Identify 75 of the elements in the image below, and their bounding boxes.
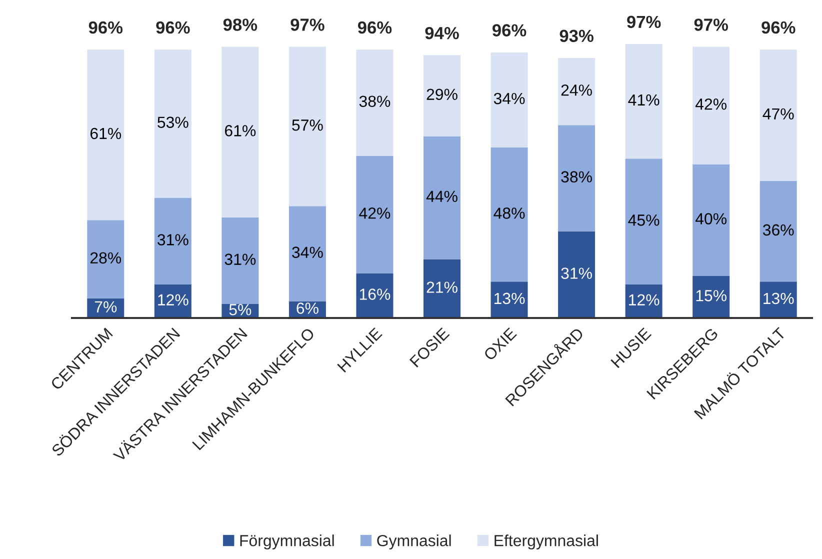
data-label: 61% (90, 128, 122, 140)
data-label: 42% (359, 208, 390, 219)
data-label: 42% (695, 98, 727, 110)
data-label: 34% (494, 92, 525, 104)
data-label: 47% (762, 108, 794, 120)
bar (558, 58, 596, 126)
data-label: 13% (494, 292, 525, 304)
total-label: 93% (560, 30, 594, 42)
data-label: 12% (158, 294, 188, 306)
bar (760, 181, 797, 282)
bar (625, 44, 662, 159)
total-label: 96% (492, 24, 526, 36)
total-label: 97% (694, 18, 728, 31)
bar (490, 282, 528, 318)
legend-label: Gymnasial (377, 534, 451, 550)
data-label: 5% (229, 304, 252, 316)
bar (87, 50, 124, 220)
data-label: 7% (94, 301, 117, 312)
data-label: 40% (695, 213, 727, 224)
data-label: 57% (292, 120, 323, 131)
data-label: 61% (225, 125, 256, 136)
total-label: 96% (358, 21, 392, 34)
bar (490, 52, 528, 148)
legend-label: Eftergymnasial (494, 534, 598, 550)
bar (760, 50, 797, 181)
data-label: 38% (561, 171, 592, 182)
data-label: 44% (426, 190, 458, 202)
total-label: 94% (425, 26, 459, 40)
bar (154, 50, 192, 198)
data-label: 38% (359, 96, 390, 107)
data-label: 34% (292, 246, 323, 258)
data-label: 31% (224, 254, 256, 265)
data-label: 31% (561, 268, 592, 279)
data-label: 28% (90, 252, 122, 264)
total-label: 97% (627, 16, 661, 28)
total-label: 96% (88, 21, 123, 34)
total-label: 96% (762, 21, 796, 34)
bar (154, 198, 192, 284)
bar (424, 136, 460, 260)
data-label: 15% (696, 290, 727, 302)
data-label: 45% (628, 214, 660, 226)
bar (356, 50, 394, 156)
bar (692, 46, 730, 164)
bar (424, 259, 460, 318)
bar (288, 206, 326, 302)
bar (625, 158, 662, 284)
bar (760, 282, 797, 318)
total-label: 96% (156, 21, 190, 34)
bar (87, 220, 124, 298)
bar (692, 164, 730, 276)
data-label: 41% (628, 94, 660, 106)
bar (490, 147, 528, 282)
data-label: 13% (764, 292, 794, 304)
total-label: 98% (223, 18, 258, 31)
legend-label: Förgymnasial (240, 534, 334, 550)
bar (424, 55, 460, 136)
data-label: 12% (629, 294, 660, 306)
data-label: 53% (158, 116, 188, 128)
data-label: 36% (762, 224, 794, 236)
data-label: 48% (494, 208, 525, 219)
data-label: 24% (561, 84, 592, 96)
bar (692, 276, 730, 318)
data-label: 29% (426, 88, 458, 100)
bar (558, 231, 596, 318)
bar (558, 125, 596, 232)
data-label: 21% (426, 282, 458, 293)
total-label: 97% (290, 18, 324, 31)
bar (356, 156, 394, 274)
data-label: 16% (360, 288, 390, 300)
bar (222, 217, 259, 304)
data-label: 31% (158, 234, 188, 246)
bar (222, 46, 259, 218)
bar (356, 273, 394, 318)
bar (288, 46, 326, 206)
data-label: 6% (296, 302, 318, 314)
